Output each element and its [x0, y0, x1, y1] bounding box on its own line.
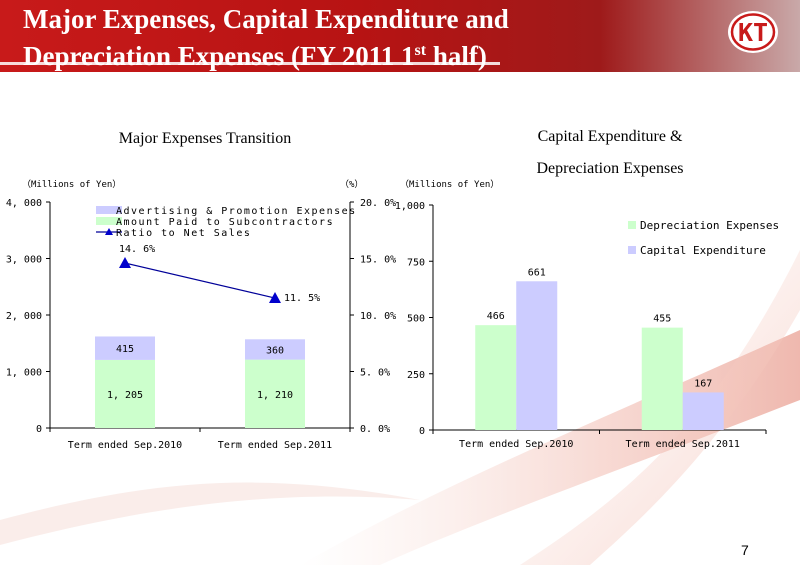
chart1-ratio-label: 14. 6%	[119, 244, 155, 255]
chart1-y-tick-label: 3, 000	[6, 255, 42, 266]
chart1-y-tick-label: 0	[36, 424, 42, 435]
chart1-y2-tick-label: 20. 0%	[360, 198, 396, 209]
logo-text: KT	[738, 18, 768, 47]
chart2-legend-swatch	[628, 246, 636, 254]
chart1-bar-label: 360	[266, 345, 284, 356]
legend-ratio-swatch-marker	[105, 228, 113, 235]
chart1-ratio-marker	[119, 257, 131, 269]
chart2-ylabel: （Millions of Yen）	[400, 179, 499, 190]
title-line-2: Depreciation Expenses (FY 2011 1st half)	[23, 35, 509, 72]
chart2-bar-capex	[516, 281, 558, 430]
chart1-ratio-line	[124, 262, 276, 299]
chart1-bar-advertising	[245, 339, 305, 360]
page-number: 7	[741, 542, 749, 558]
chart1-y-tick-label: 4, 000	[6, 198, 42, 209]
chart2-legend-text: Capital Expenditure	[640, 244, 766, 257]
kt-logo: KT	[728, 11, 778, 53]
chart2-y-tick-label: 750	[407, 257, 425, 268]
legend-subcontractors-swatch	[96, 217, 122, 225]
chart1-y2-tick-label: 15. 0%	[360, 255, 396, 266]
chart1-bar-advertising	[95, 336, 155, 360]
chart2-title-line2: Depreciation Expenses	[536, 160, 684, 177]
page-title: Major Expenses, Capital Expenditure and …	[23, 4, 509, 72]
chart1-title: Major Expenses Transition	[118, 130, 292, 147]
chart1-bar-label: 1, 210	[257, 390, 293, 401]
chart1-ratio-marker	[269, 292, 281, 304]
title-line-1: Major Expenses, Capital Expenditure and	[23, 4, 509, 34]
title-banner	[0, 0, 800, 72]
chart1-bar-label: 1, 205	[107, 390, 143, 401]
chart1-y-tick-label: 2, 000	[6, 311, 42, 322]
chart2-y-tick-label: 1,000	[395, 201, 425, 212]
chart1-y2-tick-label: 5. 0%	[360, 368, 390, 379]
chart1-y2-tick-label: 0. 0%	[360, 424, 390, 435]
title-line-2-main: Depreciation Expenses (FY 2011 1	[23, 41, 415, 71]
chart2-y-tick-label: 0	[419, 426, 425, 437]
chart1-ratio-label: 11. 5%	[284, 293, 320, 304]
chart2-bar-depreciation	[475, 325, 517, 430]
chart1-bar-subcontractors	[245, 359, 305, 428]
legend-subcontractors-text: Amount Paid to Subcontractors	[116, 217, 334, 228]
legend-ratio-text: Ratio to Net Sales	[116, 228, 251, 239]
chart2-bar-label: 167	[694, 378, 712, 389]
chart2-x-tick-label: Term ended Sep.2011	[626, 439, 740, 450]
chart1-y-tick-label: 1, 000	[6, 368, 42, 379]
legend-advertising-text: Advertising & Promotion Expenses	[116, 206, 357, 217]
chart2-bar-label: 466	[487, 311, 505, 322]
chart2-bar-label: 661	[528, 267, 546, 278]
banner-divider	[0, 62, 500, 65]
chart1-x-tick-label: Term ended Sep.2010	[68, 440, 182, 451]
chart2-legend-swatch	[628, 221, 636, 229]
chart2-bar-capex	[682, 392, 724, 430]
chart2-y-tick-label: 500	[407, 314, 425, 325]
chart1-x-tick-label: Term ended Sep.2011	[218, 440, 332, 451]
legend-advertising-swatch	[96, 206, 122, 214]
chart2-x-tick-label: Term ended Sep.2010	[459, 439, 573, 450]
chart2-bar-depreciation	[641, 327, 683, 430]
title-line-2-end: half)	[426, 41, 487, 71]
chart1-ylabel: （Millions of Yen）	[22, 179, 121, 190]
chart1-y2-tick-label: 10. 0%	[360, 311, 396, 322]
chart2-legend-text: Depreciation Expenses	[640, 219, 779, 232]
chart2-title-line1: Capital Expenditure &	[537, 128, 683, 145]
chart2-bar-label: 455	[653, 314, 671, 325]
chart2-y-tick-label: 250	[407, 370, 425, 381]
chart1-bar-label: 415	[116, 344, 134, 355]
chart1-bar-subcontractors	[95, 359, 155, 428]
chart1-y2label: （%）	[340, 179, 363, 190]
title-superscript: st	[414, 42, 427, 59]
